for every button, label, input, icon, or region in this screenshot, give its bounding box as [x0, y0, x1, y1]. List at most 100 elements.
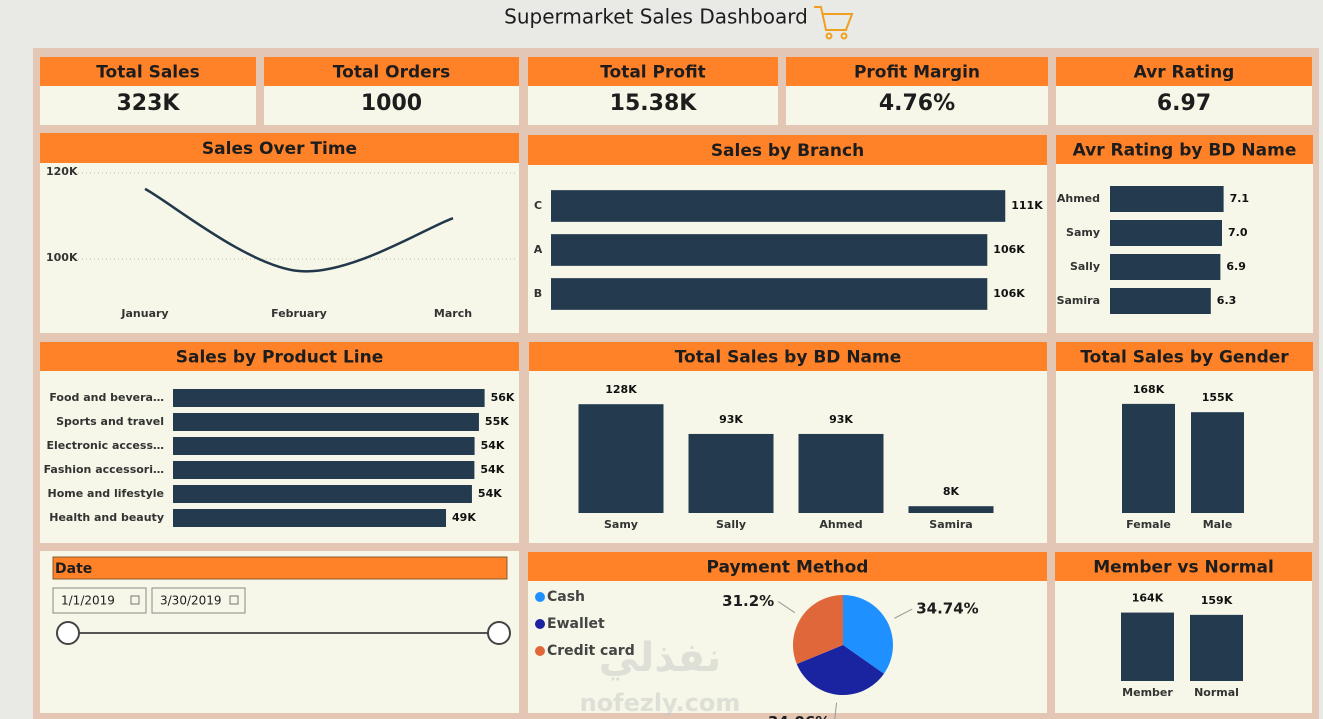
- chart-title: Total Sales by Gender: [1080, 348, 1289, 368]
- bar: [1110, 220, 1222, 246]
- bar: [173, 413, 479, 431]
- bar: [798, 433, 884, 513]
- bar: [1121, 612, 1174, 681]
- y-tick-label: 120K: [46, 165, 78, 178]
- bar: [1110, 288, 1211, 314]
- chart-header: [40, 133, 519, 163]
- kpi-title: Total Sales: [96, 63, 200, 83]
- data-label: 128K: [605, 383, 637, 396]
- kpi-value: 1000: [361, 91, 422, 116]
- chart-header: [40, 342, 519, 371]
- category-label: Fashion accessori…: [44, 463, 164, 476]
- date-input[interactable]: [151, 587, 246, 614]
- bar: [173, 389, 485, 407]
- chart-title: Sales Over Time: [202, 139, 357, 159]
- watermark: nofezly.com: [580, 689, 741, 717]
- category-label: Ahmed: [819, 518, 862, 531]
- leader-line: [894, 608, 913, 619]
- category-label: Member: [1122, 686, 1173, 699]
- category-label: Normal: [1194, 686, 1239, 699]
- data-label: 49K: [452, 511, 476, 524]
- bar: [908, 506, 994, 513]
- data-label: 34.06%: [768, 713, 830, 719]
- bar: [1110, 254, 1221, 280]
- chart-title: Member vs Normal: [1093, 558, 1274, 578]
- pie-slice: [796, 645, 884, 695]
- kpi-value: 15.38K: [610, 91, 698, 116]
- chart-panel: [1056, 342, 1313, 543]
- data-label: 8K: [943, 485, 960, 498]
- category-label: Electronic access…: [47, 439, 164, 452]
- legend-label: Ewallet: [547, 616, 605, 632]
- chart-header: [528, 552, 1047, 581]
- bar: [173, 485, 472, 503]
- leader-line: [834, 702, 838, 719]
- category-label: Samira: [1057, 294, 1100, 307]
- slider-handle[interactable]: [487, 621, 511, 645]
- kpi-value: 6.97: [1157, 91, 1211, 116]
- kpi-header: [40, 57, 256, 86]
- bar: [1110, 186, 1224, 212]
- category-label: B: [534, 287, 542, 300]
- data-label: 31.2%: [722, 592, 774, 610]
- bar: [1191, 412, 1244, 513]
- dashboard-title: Supermarket Sales Dashboard: [504, 5, 808, 29]
- category-label: Sally: [1070, 260, 1100, 273]
- data-label: 6.3: [1217, 294, 1237, 307]
- line: [144, 187, 454, 273]
- chart-title: Sales by Branch: [711, 141, 864, 161]
- bar: [551, 190, 1006, 222]
- data-label: 34.74%: [916, 600, 978, 618]
- data-label: 56K: [491, 391, 515, 404]
- data-label: 106K: [993, 243, 1025, 256]
- bar: [173, 461, 475, 479]
- chart-title: Sales by Product Line: [176, 348, 384, 368]
- data-label: 111K: [1011, 199, 1043, 212]
- data-label: 54K: [480, 463, 504, 476]
- watermark: نفذلي: [599, 635, 721, 681]
- kpi-header: [786, 57, 1048, 86]
- date-input[interactable]: [52, 587, 147, 614]
- kpi-header: [264, 57, 519, 86]
- category-label: Male: [1203, 518, 1233, 531]
- category-label: C: [534, 199, 542, 212]
- category-label: Samy: [1066, 226, 1100, 239]
- leader-line: [777, 601, 796, 614]
- kpi-title: Avr Rating: [1134, 63, 1235, 83]
- pie-slice: [843, 595, 893, 674]
- slicer-title: Date: [55, 561, 92, 577]
- data-label: 168K: [1133, 383, 1165, 396]
- category-label: A: [534, 243, 543, 256]
- bar: [1190, 614, 1243, 681]
- category-label: Sally: [716, 518, 746, 531]
- kpi-title: Total Orders: [333, 63, 450, 83]
- category-label: Ahmed: [1057, 192, 1100, 205]
- legend-marker: [535, 646, 545, 656]
- chart-header: [1056, 135, 1313, 164]
- chart-title: Total Sales by BD Name: [675, 348, 902, 368]
- chart-header: [528, 135, 1047, 165]
- category-label: Female: [1126, 518, 1171, 531]
- category-label: Home and lifestyle: [48, 487, 164, 500]
- slider-handle[interactable]: [56, 621, 80, 645]
- slicer-header: [52, 556, 508, 580]
- legend-label: Credit card: [547, 643, 635, 659]
- chart-header: [1055, 552, 1312, 581]
- legend-label: Cash: [547, 589, 585, 605]
- calendar-icon: [229, 595, 239, 605]
- bar: [551, 278, 988, 310]
- chart-header: [529, 342, 1047, 371]
- data-label: 55K: [485, 415, 509, 428]
- chart-panel: [40, 133, 519, 333]
- data-label: 155K: [1202, 391, 1234, 404]
- category-label: Health and beauty: [49, 511, 164, 524]
- x-tick-label: March: [434, 307, 472, 320]
- kpi-value: 4.76%: [879, 91, 955, 116]
- date-value: 1/1/2019: [61, 594, 115, 608]
- calendar-icon: [130, 595, 140, 605]
- bar: [688, 433, 774, 513]
- legend-marker: [535, 592, 545, 602]
- data-label: 54K: [481, 439, 505, 452]
- bar: [551, 234, 988, 266]
